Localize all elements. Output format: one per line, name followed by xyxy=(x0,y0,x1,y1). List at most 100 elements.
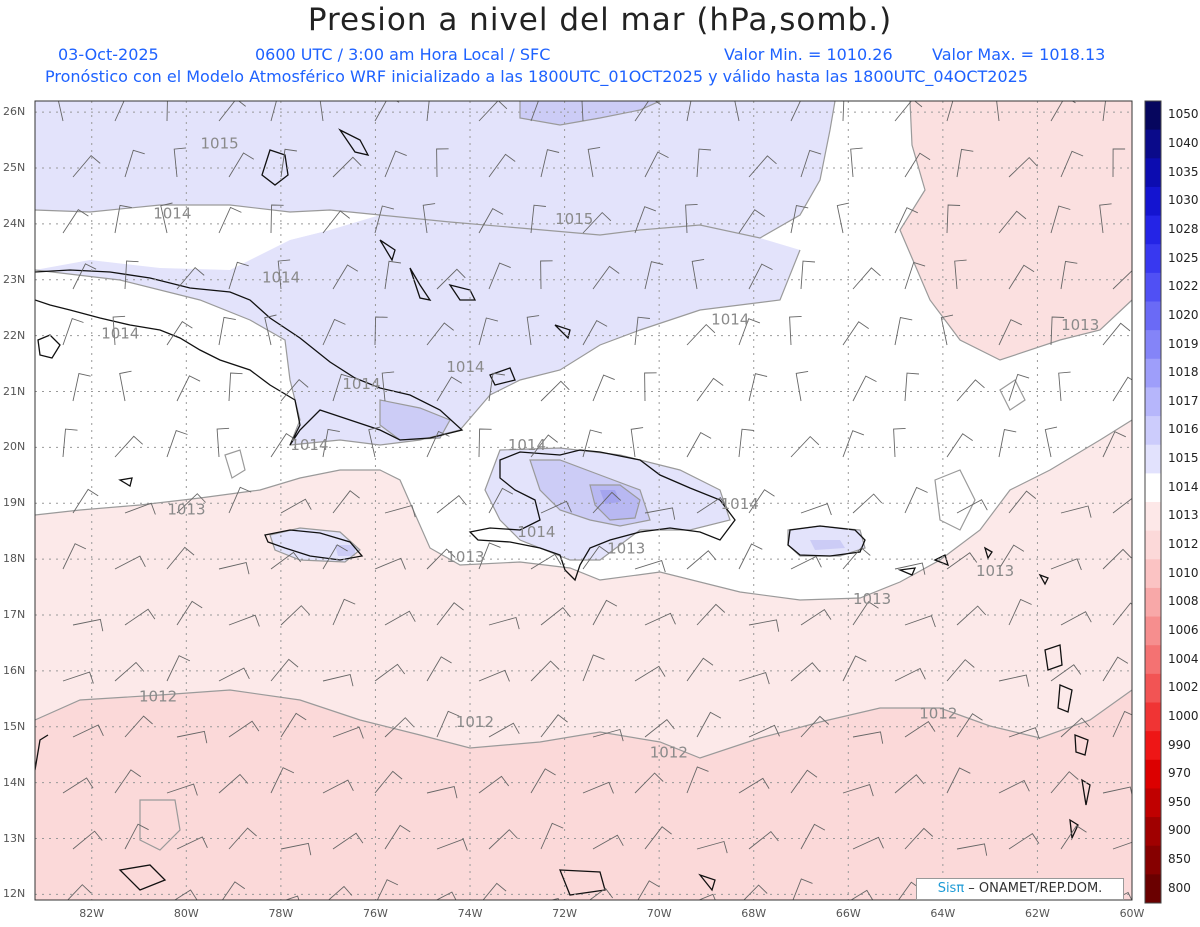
wind-barb xyxy=(270,551,302,570)
colorbar-swatch xyxy=(1145,587,1161,618)
wind-barb xyxy=(1060,611,1092,626)
colorbar xyxy=(1144,100,1162,904)
wind-barb xyxy=(644,718,675,738)
wind-barb xyxy=(166,783,198,796)
wind-barb xyxy=(114,555,146,570)
wind-barb xyxy=(738,672,770,685)
lat-label: 21N xyxy=(3,384,26,398)
wind-barb xyxy=(478,542,501,570)
wind-barb xyxy=(322,428,340,458)
wind-barb xyxy=(332,832,364,850)
wind-barb xyxy=(1112,148,1126,178)
wind-barb xyxy=(792,878,813,900)
map-frame xyxy=(34,100,1133,901)
wind-barb xyxy=(800,823,826,850)
wind-barb xyxy=(686,101,692,122)
wind-barb xyxy=(904,486,928,514)
wind-barb xyxy=(478,317,499,346)
wind-barb xyxy=(790,662,821,682)
wind-barb xyxy=(904,827,934,850)
wind-barb xyxy=(124,260,139,290)
lat-lon-grid xyxy=(35,101,1133,900)
wind-barb xyxy=(114,101,125,122)
wind-barb xyxy=(374,316,388,346)
wind-barb xyxy=(691,258,705,290)
wind-barb xyxy=(998,210,1027,234)
wind-barb xyxy=(904,720,936,738)
wind-barb xyxy=(589,887,614,900)
wind-barb xyxy=(748,724,780,738)
colorbar-label: 800 xyxy=(1168,880,1191,895)
wind-barb xyxy=(270,767,295,794)
colorbar-swatch xyxy=(1145,759,1161,789)
wind-barb xyxy=(748,619,780,632)
wind-barb xyxy=(946,433,973,458)
colorbar-label: 1002 xyxy=(1168,680,1199,695)
wind-barb xyxy=(540,500,572,514)
wind-barb xyxy=(800,715,830,738)
wind-barb xyxy=(1112,602,1132,626)
wind-barb xyxy=(176,600,203,626)
wind-barb xyxy=(734,101,740,122)
lat-label: 24N xyxy=(3,216,26,230)
wind-barb xyxy=(72,830,103,850)
wind-barb xyxy=(436,148,449,178)
wind-barb xyxy=(374,770,403,794)
lat-label: 25N xyxy=(3,161,26,175)
wind-barb xyxy=(549,897,560,900)
colorbar-swatch xyxy=(1145,817,1161,847)
wind-barb xyxy=(946,552,978,570)
wind-barb xyxy=(166,320,193,346)
wind-barb xyxy=(998,544,1025,570)
colorbar-label: 1035 xyxy=(1168,164,1199,179)
wind-barb xyxy=(72,373,91,402)
wind-barb xyxy=(894,316,913,346)
wind-barb xyxy=(696,148,712,178)
wind-barb xyxy=(956,713,983,738)
wind-barb xyxy=(478,428,492,458)
wind-barb xyxy=(842,101,845,122)
wind-barb xyxy=(478,775,510,794)
wind-barb xyxy=(384,150,407,178)
isobar-lines xyxy=(35,101,1132,851)
wind-barb xyxy=(748,489,775,514)
wind-barb xyxy=(176,375,201,402)
colorbar-label: 850 xyxy=(1168,852,1191,866)
colorbar-frame xyxy=(1144,100,1162,904)
wind-barb xyxy=(697,893,716,900)
date-label: 03-Oct-2025 xyxy=(58,45,159,64)
wind-barb xyxy=(582,654,605,682)
isobar-label: 1015 xyxy=(200,134,238,152)
wind-barb xyxy=(842,547,871,570)
wind-barb xyxy=(72,263,97,290)
wind-barb xyxy=(842,655,867,682)
wind-barb xyxy=(592,599,618,626)
wind-barb xyxy=(228,261,249,290)
colorbar-swatch xyxy=(1145,444,1161,474)
wind-barb xyxy=(540,149,560,178)
wind-barb xyxy=(637,880,660,900)
wind-barb xyxy=(124,608,156,626)
colorbar-swatch xyxy=(1145,158,1161,188)
colorbar-label: 1022 xyxy=(1168,279,1199,294)
wind-barb xyxy=(686,657,714,682)
lat-label: 20N xyxy=(3,440,26,454)
wind-barb xyxy=(1008,490,1037,514)
wind-barb xyxy=(166,430,188,458)
wind-barb xyxy=(634,665,666,682)
colorbar-label: 950 xyxy=(1168,794,1191,809)
wind-barb xyxy=(790,769,818,794)
lon-label: 78W xyxy=(268,907,294,920)
wind-barb xyxy=(166,655,191,682)
colorbar-label: 1040 xyxy=(1168,136,1199,150)
lon-label: 80W xyxy=(173,907,199,920)
lon-label: 76W xyxy=(363,907,388,920)
wind-barb xyxy=(422,203,436,234)
wind-barb xyxy=(174,889,198,900)
wind-barb xyxy=(1112,841,1132,850)
lat-label: 23N xyxy=(3,272,26,286)
wind-barb xyxy=(790,555,822,570)
wind-barb xyxy=(686,431,712,458)
wind-barb xyxy=(738,543,763,570)
isobar-label: 1014 xyxy=(342,375,380,393)
